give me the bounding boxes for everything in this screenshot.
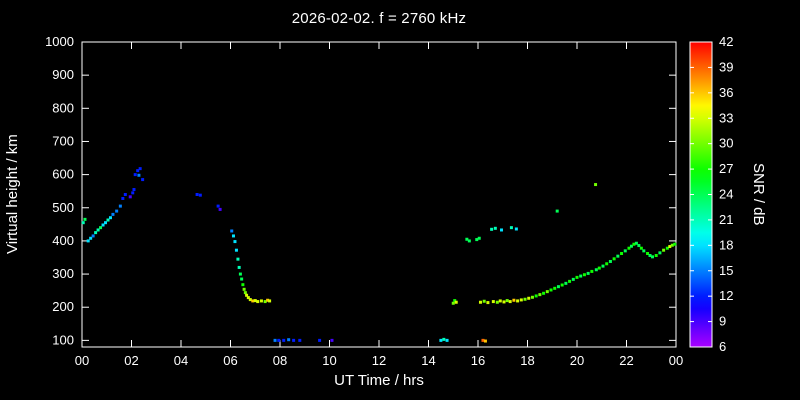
svg-text:39: 39 [719, 59, 733, 74]
svg-text:02: 02 [124, 353, 138, 368]
svg-text:400: 400 [52, 233, 74, 248]
svg-text:12: 12 [719, 288, 733, 303]
svg-text:06: 06 [223, 353, 237, 368]
svg-text:42: 42 [719, 34, 733, 49]
svg-text:22: 22 [619, 353, 633, 368]
y-axis-ticks: 100 200 300 400 500 600 700 800 900 1000 [45, 34, 676, 347]
svg-text:08: 08 [273, 353, 287, 368]
data-points [81, 167, 677, 343]
svg-text:1000: 1000 [45, 34, 74, 49]
x-axis-label: UT Time / hrs [334, 372, 424, 389]
svg-text:18: 18 [520, 353, 534, 368]
svg-text:700: 700 [52, 133, 74, 148]
svg-text:16: 16 [471, 353, 485, 368]
svg-text:500: 500 [52, 200, 74, 215]
svg-text:6: 6 [719, 339, 726, 354]
svg-text:30: 30 [719, 136, 733, 151]
y-axis-label: Virtual height / km [4, 134, 21, 255]
colorbar-label: SNR / dB [750, 163, 767, 226]
x-axis-ticks: 00 02 04 06 08 10 12 14 16 18 20 22 00 [75, 42, 683, 368]
plot-frame [81, 41, 677, 348]
svg-text:36: 36 [719, 85, 733, 100]
svg-text:18: 18 [719, 237, 733, 252]
svg-text:33: 33 [719, 110, 733, 125]
colorbar: 6 9 12 15 18 21 24 27 30 33 36 39 42 [689, 34, 733, 354]
svg-text:21: 21 [719, 212, 733, 227]
svg-text:800: 800 [52, 100, 74, 115]
svg-text:04: 04 [174, 353, 188, 368]
svg-text:15: 15 [719, 263, 733, 278]
svg-text:00: 00 [75, 353, 89, 368]
svg-text:9: 9 [719, 314, 726, 329]
svg-text:900: 900 [52, 67, 74, 82]
svg-text:300: 300 [52, 266, 74, 281]
chart-title: 2026-02-02. f = 2760 kHz [291, 10, 467, 27]
svg-text:27: 27 [719, 161, 733, 176]
svg-text:200: 200 [52, 299, 74, 314]
svg-text:10: 10 [322, 353, 336, 368]
svg-text:12: 12 [372, 353, 386, 368]
svg-text:100: 100 [52, 332, 74, 347]
svg-text:14: 14 [421, 353, 435, 368]
svg-text:24: 24 [719, 187, 733, 202]
svg-text:20: 20 [570, 353, 584, 368]
svg-text:600: 600 [52, 167, 74, 182]
svg-text:00: 00 [669, 353, 683, 368]
